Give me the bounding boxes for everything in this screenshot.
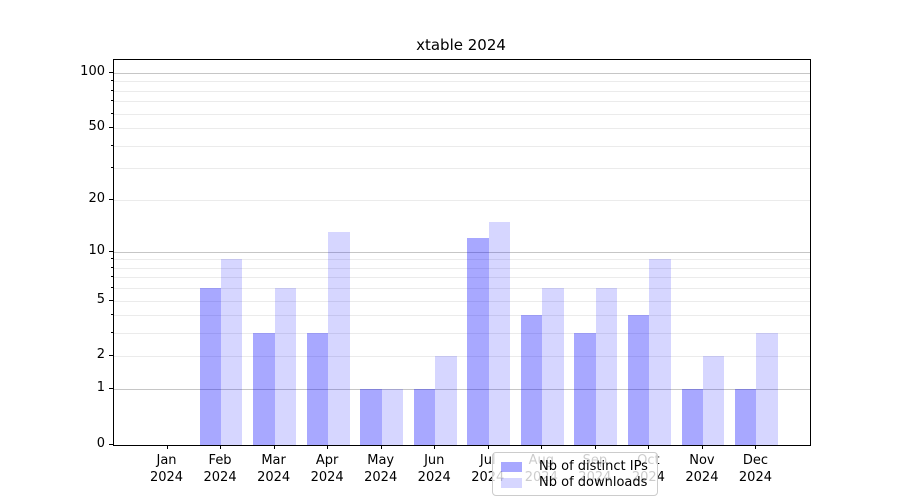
minor-gridline	[114, 145, 810, 147]
x-tick-label: May 2024	[364, 453, 398, 485]
x-tick	[220, 445, 222, 449]
x-tick	[327, 445, 329, 449]
bar-distinct-ips	[520, 315, 543, 445]
x-tick	[594, 445, 596, 449]
minor-gridline	[114, 267, 810, 269]
y-minor-tick	[111, 127, 113, 129]
minor-gridline	[114, 90, 810, 92]
y-tick	[109, 388, 113, 390]
bar-downloads	[649, 259, 671, 445]
bar-downloads	[274, 288, 296, 445]
x-tick	[701, 445, 703, 449]
bar-downloads	[221, 259, 243, 445]
x-tick	[648, 445, 650, 449]
y-tick-label: 10	[88, 242, 105, 258]
bar-distinct-ips	[681, 389, 703, 445]
y-minor-tick	[111, 89, 113, 91]
y-tick	[109, 250, 113, 252]
bar-downloads	[756, 333, 778, 445]
bar-distinct-ips	[199, 288, 222, 445]
x-tick-label: Dec 2024	[738, 453, 772, 485]
y-minor-tick	[111, 167, 113, 169]
x-tick-label: Apr 2024	[310, 453, 344, 485]
chart-title: xtable 2024	[416, 36, 506, 54]
x-tick-label: Jun 2024	[417, 453, 451, 485]
minor-gridline	[114, 199, 810, 201]
y-tick-label: 50	[88, 119, 105, 135]
minor-gridline	[114, 128, 810, 130]
major-gridline	[114, 251, 810, 253]
x-tick	[755, 445, 757, 449]
y-minor-tick	[111, 144, 113, 146]
bar-downloads	[702, 356, 725, 445]
y-minor-tick	[111, 100, 113, 102]
y-tick	[109, 444, 113, 445]
y-minor-tick	[111, 198, 113, 200]
legend-swatch-downloads-icon	[501, 478, 522, 488]
bar-distinct-ips	[467, 238, 489, 445]
y-tick-label: 100	[80, 64, 105, 80]
y-tick-label: 0	[96, 436, 105, 451]
bar-downloads	[328, 232, 350, 445]
x-tick	[166, 445, 168, 449]
y-minor-tick	[111, 80, 113, 82]
x-tick	[487, 445, 489, 449]
x-tick	[434, 445, 436, 449]
bar-distinct-ips	[253, 333, 275, 445]
y-tick	[109, 72, 113, 74]
minor-gridline	[114, 356, 810, 358]
bar-distinct-ips	[413, 389, 436, 445]
y-tick-label: 1	[96, 380, 105, 396]
minor-gridline	[114, 277, 810, 279]
legend-swatch-distinct-ips-icon	[501, 462, 522, 472]
y-minor-tick	[111, 332, 113, 334]
legend: Nb of distinct IPs Nb of downloads	[492, 452, 658, 496]
x-tick-label: Nov 2024	[685, 453, 719, 485]
bar-downloads	[435, 356, 457, 445]
x-tick-label: Feb 2024	[203, 453, 237, 485]
x-tick	[380, 445, 382, 449]
minor-gridline	[114, 81, 810, 83]
x-tick	[273, 445, 275, 449]
major-gridline	[114, 73, 810, 75]
y-minor-tick	[111, 276, 113, 278]
major-gridline	[114, 389, 810, 391]
bar-distinct-ips	[574, 333, 596, 445]
y-tick-label: 5	[96, 291, 105, 307]
bar-downloads	[488, 221, 511, 445]
minor-gridline	[114, 101, 810, 103]
bar-downloads	[542, 288, 564, 445]
bar-distinct-ips	[306, 333, 329, 445]
bar-distinct-ips	[735, 389, 757, 445]
bar-distinct-ips	[627, 315, 650, 445]
minor-gridline	[114, 168, 810, 170]
y-minor-tick	[111, 299, 113, 301]
bar-distinct-ips	[360, 389, 382, 445]
y-minor-tick	[111, 266, 113, 268]
minor-gridline	[114, 315, 810, 317]
y-minor-tick	[111, 258, 113, 260]
minor-gridline	[114, 333, 810, 335]
legend-item-downloads: Nb of downloads	[501, 476, 649, 490]
y-tick-label: 20	[88, 190, 105, 206]
y-minor-tick	[111, 314, 113, 316]
bar-downloads	[381, 389, 404, 445]
x-tick-label: Jan 2024	[149, 453, 184, 485]
legend-label-downloads: Nb of downloads	[539, 475, 648, 490]
x-tick-label: Mar 2024	[257, 453, 291, 485]
legend-label-distinct-ips: Nb of distinct IPs	[539, 459, 648, 474]
y-minor-tick	[111, 287, 113, 289]
y-tick-label: 2	[96, 347, 105, 363]
minor-gridline	[114, 288, 810, 290]
y-minor-tick	[111, 112, 113, 114]
minor-gridline	[114, 300, 810, 302]
y-minor-tick	[111, 355, 113, 357]
minor-gridline	[114, 113, 810, 115]
x-tick	[541, 445, 543, 449]
plot-area: Nb of distinct IPs Nb of downloads	[113, 59, 811, 496]
bar-downloads	[595, 288, 618, 445]
legend-item-distinct-ips: Nb of distinct IPs	[501, 460, 649, 474]
minor-gridline	[114, 259, 810, 261]
